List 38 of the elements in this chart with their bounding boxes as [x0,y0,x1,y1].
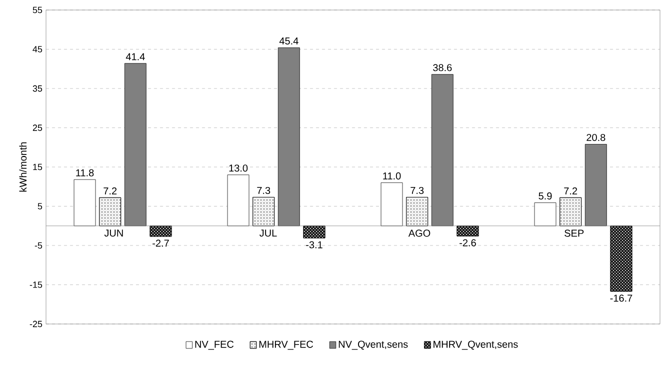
x-tick-label: SEP [564,230,584,237]
y-tick-label: 55 [32,6,42,14]
bar [380,182,403,226]
data-label: 7.2 [564,187,578,194]
legend-label: MHRV_FEC [259,340,314,350]
legend-label: NV_Qvent,sens [338,340,408,350]
y-tick-label: -25 [30,320,42,328]
data-label: 11.8 [76,169,94,176]
y-tick-label: 45 [32,46,42,52]
y-tick-label: -15 [30,282,42,288]
y-tick-label: -5 [34,242,42,249]
legend-label: NV_FEC [195,340,234,350]
bar [227,174,250,226]
data-label: -2.7 [152,240,169,247]
y-tick-label: 15 [33,164,42,170]
data-label: -16.7 [610,294,632,302]
data-label: 7.2 [104,187,117,194]
bar [74,179,96,226]
data-label: 5.9 [538,192,552,200]
data-label: 41.4 [126,53,145,60]
legend-label: MHRV_Qvent,sens [434,340,518,350]
data-label: 38.6 [433,64,452,72]
data-label: -3.1 [306,241,322,248]
y-tick-label: 5 [38,203,42,210]
x-tick-label: JUN [104,230,123,237]
data-label: 7.3 [410,186,424,194]
data-label: 11.0 [383,172,401,180]
data-label: -2.6 [460,239,476,246]
x-tick-label: JUL [260,230,277,237]
data-label: 20.8 [586,134,606,142]
bar [534,202,556,226]
y-tick-label: 25 [32,124,42,131]
data-label: 45.4 [279,38,298,44]
y-tick-label: 35 [32,85,42,92]
x-tick-label: AGO [408,230,430,237]
data-label: 13.0 [229,164,248,172]
data-label: 7.3 [257,186,270,194]
y-axis-title: kWh/month [19,142,27,192]
